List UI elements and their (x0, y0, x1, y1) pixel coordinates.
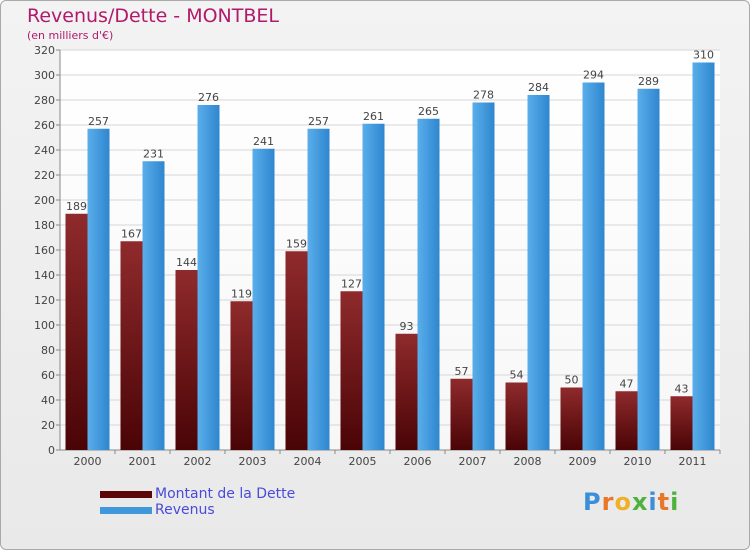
chart-subtitle: (en milliers d'€) (27, 29, 114, 42)
x-tick-label: 2006 (404, 455, 432, 468)
bar-revenus (582, 82, 605, 450)
x-tick-label: 2008 (514, 455, 542, 468)
x-tick-label: 2003 (239, 455, 267, 468)
data-label-revenus: 261 (363, 110, 384, 123)
data-label-debt: 93 (400, 320, 414, 333)
bar-debt (230, 301, 253, 450)
bar-debt (505, 382, 528, 450)
y-tick-label: 220 (34, 169, 55, 182)
bar-debt (615, 391, 638, 450)
logo-letter: t (657, 488, 671, 516)
data-label-debt: 189 (66, 200, 87, 213)
bar-revenus (252, 148, 275, 450)
data-label-revenus: 310 (693, 49, 714, 62)
legend-item-revenus: Revenus (100, 502, 295, 518)
data-label-debt: 167 (121, 227, 142, 240)
data-label-debt: 127 (341, 277, 362, 290)
data-label-revenus: 276 (198, 91, 219, 104)
data-label-revenus: 294 (583, 69, 604, 82)
logo-letter: x (631, 488, 649, 516)
bar-debt (395, 333, 418, 450)
data-label-debt: 54 (510, 369, 524, 382)
y-tick-label: 280 (34, 94, 55, 107)
y-tick-label: 60 (41, 369, 55, 382)
bar-revenus (142, 161, 165, 450)
data-label-revenus: 284 (528, 81, 549, 94)
bar-debt (175, 270, 198, 450)
data-label-revenus: 289 (638, 75, 659, 88)
x-tick-label: 2009 (569, 455, 597, 468)
legend: Montant de la Dette Revenus (100, 486, 295, 518)
data-label-debt: 119 (231, 287, 252, 300)
x-tick-label: 2000 (74, 455, 102, 468)
bar-revenus (637, 88, 660, 450)
bar-revenus (692, 62, 715, 450)
data-label-debt: 159 (286, 237, 307, 250)
x-tick-label: 2002 (184, 455, 212, 468)
y-tick-label: 300 (34, 69, 55, 82)
y-tick-label: 200 (34, 194, 55, 207)
data-label-revenus: 257 (88, 115, 109, 128)
bar-debt (450, 378, 473, 450)
proxiti-logo: Proxiti (583, 488, 679, 516)
data-label-revenus: 257 (308, 115, 329, 128)
x-tick-label: 2010 (624, 455, 652, 468)
data-label-debt: 47 (620, 377, 634, 390)
data-label-revenus: 278 (473, 89, 494, 102)
data-label-debt: 50 (565, 374, 579, 387)
data-label-debt: 144 (176, 256, 197, 269)
y-tick-label: 0 (48, 444, 55, 457)
y-tick-label: 320 (34, 44, 55, 57)
legend-swatch-debt (100, 490, 152, 498)
y-tick-label: 160 (34, 244, 55, 257)
logo-letter: i (648, 488, 658, 516)
bar-debt (340, 291, 363, 450)
bar-revenus (362, 123, 385, 450)
x-tick-label: 2011 (679, 455, 707, 468)
legend-swatch-revenus (100, 506, 152, 514)
x-tick-label: 2007 (459, 455, 487, 468)
data-label-debt: 43 (675, 382, 689, 395)
y-tick-label: 40 (41, 394, 55, 407)
data-label-revenus: 231 (143, 147, 164, 160)
bar-debt (560, 387, 583, 450)
bar-revenus (307, 128, 330, 450)
y-tick-label: 80 (41, 344, 55, 357)
chart-title: Revenus/Dette - MONTBEL (27, 5, 279, 27)
legend-label-revenus: Revenus (155, 502, 215, 518)
logo-letter: P (583, 488, 602, 516)
legend-label-debt: Montant de la Dette (155, 486, 296, 502)
bar-revenus (472, 102, 495, 450)
y-tick-label: 140 (34, 269, 55, 282)
logo-letter: o (614, 488, 632, 516)
y-tick-label: 260 (34, 119, 55, 132)
bar-revenus (417, 118, 440, 450)
data-label-debt: 57 (455, 365, 469, 378)
x-tick-label: 2001 (129, 455, 157, 468)
bar-revenus (197, 105, 220, 450)
legend-item-debt: Montant de la Dette (100, 486, 295, 502)
x-tick-label: 2005 (349, 455, 377, 468)
data-label-revenus: 265 (418, 105, 439, 118)
bar-debt (285, 251, 308, 450)
x-tick-label: 2004 (294, 455, 322, 468)
bar-debt (120, 241, 143, 450)
data-label-revenus: 241 (253, 135, 274, 148)
y-tick-label: 100 (34, 319, 55, 332)
y-tick-label: 180 (34, 219, 55, 232)
bar-revenus (527, 95, 550, 450)
bar-revenus (87, 128, 110, 450)
bar-debt (670, 396, 693, 450)
logo-letter: i (670, 488, 680, 516)
logo-letter: r (601, 488, 615, 516)
bar-debt (65, 213, 88, 450)
y-tick-label: 120 (34, 294, 55, 307)
y-tick-label: 20 (41, 419, 55, 432)
y-tick-label: 240 (34, 144, 55, 157)
